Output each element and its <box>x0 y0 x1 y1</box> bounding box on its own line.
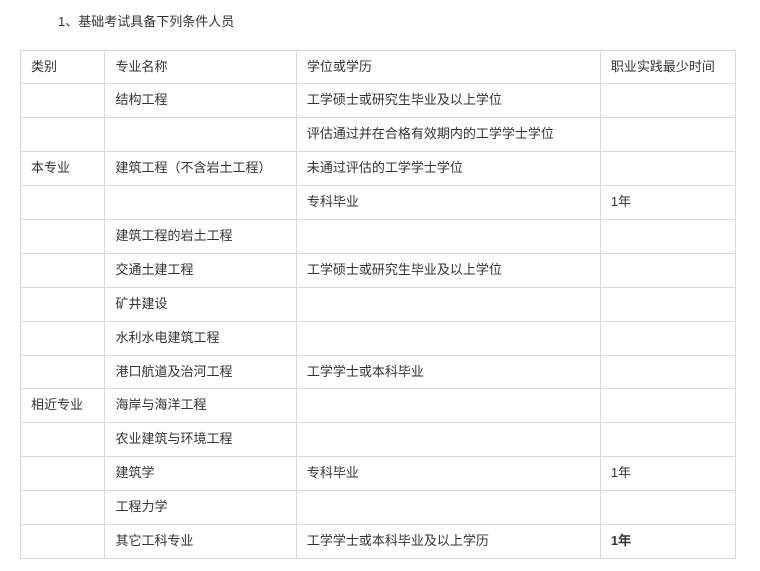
cell-degree: 专科毕业 <box>296 186 600 220</box>
table-body: 结构工程工学硕士或研究生毕业及以上学位评估通过并在合格有效期内的工学学士学位本专… <box>21 84 736 558</box>
cell-category <box>21 219 105 253</box>
cell-minyears <box>600 253 735 287</box>
table-row: 建筑工程的岩土工程 <box>21 219 736 253</box>
cell-major: 结构工程 <box>105 84 296 118</box>
cell-category <box>21 186 105 220</box>
table-row: 水利水电建筑工程 <box>21 321 736 355</box>
cell-minyears <box>600 84 735 118</box>
cell-major: 水利水电建筑工程 <box>105 321 296 355</box>
col-header-major: 专业名称 <box>105 50 296 84</box>
cell-minyears <box>600 423 735 457</box>
cell-category <box>21 524 105 558</box>
cell-degree <box>296 389 600 423</box>
cell-degree <box>296 321 600 355</box>
qualification-table: 类别 专业名称 学位或学历 职业实践最少时间 结构工程工学硕士或研究生毕业及以上… <box>20 50 736 559</box>
cell-major: 建筑工程（不含岩土工程） <box>105 152 296 186</box>
cell-minyears: 1年 <box>600 457 735 491</box>
table-row: 农业建筑与环境工程 <box>21 423 736 457</box>
section-heading: 1、基础考试具备下列条件人员 <box>58 12 740 32</box>
cell-category <box>21 457 105 491</box>
table-header-row: 类别 专业名称 学位或学历 职业实践最少时间 <box>21 50 736 84</box>
cell-category: 相近专业 <box>21 389 105 423</box>
cell-minyears <box>600 389 735 423</box>
cell-minyears <box>600 152 735 186</box>
col-header-minyears: 职业实践最少时间 <box>600 50 735 84</box>
cell-major: 其它工科专业 <box>105 524 296 558</box>
cell-degree: 评估通过并在合格有效期内的工学学士学位 <box>296 118 600 152</box>
cell-degree <box>296 491 600 525</box>
table-row: 评估通过并在合格有效期内的工学学士学位 <box>21 118 736 152</box>
table-row: 工程力学 <box>21 491 736 525</box>
cell-degree: 工学硕士或研究生毕业及以上学位 <box>296 253 600 287</box>
table-row: 交通土建工程工学硕士或研究生毕业及以上学位 <box>21 253 736 287</box>
cell-major: 建筑工程的岩土工程 <box>105 219 296 253</box>
cell-category <box>21 491 105 525</box>
col-header-category: 类别 <box>21 50 105 84</box>
cell-category <box>21 253 105 287</box>
table-row: 相近专业海岸与海洋工程 <box>21 389 736 423</box>
cell-category <box>21 287 105 321</box>
cell-degree: 工学学士或本科毕业及以上学历 <box>296 524 600 558</box>
cell-major: 矿井建设 <box>105 287 296 321</box>
cell-major <box>105 118 296 152</box>
table-row: 本专业建筑工程（不含岩土工程）未通过评估的工学学士学位 <box>21 152 736 186</box>
cell-degree: 工学硕士或研究生毕业及以上学位 <box>296 84 600 118</box>
cell-category <box>21 423 105 457</box>
cell-category <box>21 355 105 389</box>
cell-major: 建筑学 <box>105 457 296 491</box>
cell-degree <box>296 287 600 321</box>
table-row: 矿井建设 <box>21 287 736 321</box>
col-header-degree: 学位或学历 <box>296 50 600 84</box>
cell-degree: 专科毕业 <box>296 457 600 491</box>
cell-major <box>105 186 296 220</box>
cell-major: 工程力学 <box>105 491 296 525</box>
cell-minyears: 1年 <box>600 524 735 558</box>
cell-major: 农业建筑与环境工程 <box>105 423 296 457</box>
table-row: 建筑学专科毕业1年 <box>21 457 736 491</box>
cell-degree: 工学学士或本科毕业 <box>296 355 600 389</box>
table-row: 其它工科专业工学学士或本科毕业及以上学历1年 <box>21 524 736 558</box>
cell-minyears <box>600 287 735 321</box>
cell-minyears <box>600 491 735 525</box>
cell-degree <box>296 423 600 457</box>
cell-major: 港口航道及治河工程 <box>105 355 296 389</box>
cell-degree <box>296 219 600 253</box>
table-row: 港口航道及治河工程工学学士或本科毕业 <box>21 355 736 389</box>
cell-category <box>21 321 105 355</box>
table-row: 专科毕业1年 <box>21 186 736 220</box>
cell-minyears <box>600 355 735 389</box>
cell-major: 交通土建工程 <box>105 253 296 287</box>
cell-category <box>21 118 105 152</box>
cell-category: 本专业 <box>21 152 105 186</box>
cell-degree: 未通过评估的工学学士学位 <box>296 152 600 186</box>
cell-major: 海岸与海洋工程 <box>105 389 296 423</box>
cell-minyears: 1年 <box>600 186 735 220</box>
cell-category <box>21 84 105 118</box>
table-row: 结构工程工学硕士或研究生毕业及以上学位 <box>21 84 736 118</box>
cell-minyears <box>600 321 735 355</box>
cell-minyears <box>600 219 735 253</box>
cell-minyears <box>600 118 735 152</box>
